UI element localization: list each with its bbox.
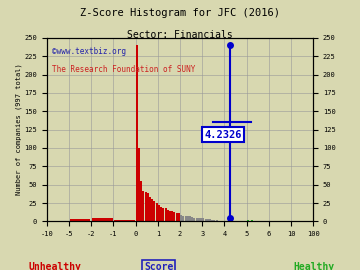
Bar: [147, 194, 149, 221]
Bar: [174, 212, 175, 221]
Bar: [213, 220, 215, 221]
Bar: [136, 45, 138, 221]
Text: Score: Score: [144, 262, 174, 270]
Bar: [153, 201, 156, 221]
Bar: [251, 220, 253, 221]
Bar: [180, 215, 182, 221]
Bar: [169, 211, 171, 221]
Bar: [156, 203, 158, 221]
Bar: [216, 220, 218, 221]
Bar: [92, 218, 113, 221]
Bar: [204, 219, 207, 221]
Text: Unhealthy: Unhealthy: [28, 262, 81, 270]
Bar: [145, 192, 147, 221]
Bar: [167, 210, 169, 221]
Bar: [202, 218, 204, 221]
Bar: [165, 208, 167, 221]
Bar: [193, 218, 195, 221]
Bar: [185, 215, 186, 221]
Bar: [198, 218, 200, 221]
Y-axis label: Number of companies (997 total): Number of companies (997 total): [15, 64, 22, 195]
Text: ©www.textbiz.org: ©www.textbiz.org: [52, 47, 126, 56]
Text: Z-Score Histogram for JFC (2016): Z-Score Histogram for JFC (2016): [80, 8, 280, 18]
Bar: [176, 212, 178, 221]
Bar: [114, 220, 135, 221]
Bar: [160, 207, 162, 221]
Text: Sector: Financials: Sector: Financials: [127, 30, 233, 40]
Bar: [195, 218, 198, 221]
Text: 4.2326: 4.2326: [204, 130, 242, 140]
Bar: [140, 181, 142, 221]
Bar: [158, 205, 160, 221]
Bar: [178, 212, 180, 221]
Bar: [191, 217, 193, 221]
Bar: [207, 219, 209, 221]
Bar: [171, 211, 173, 221]
Bar: [187, 216, 189, 221]
Text: Healthy: Healthy: [293, 262, 334, 270]
Bar: [151, 199, 153, 221]
Bar: [200, 218, 202, 221]
Bar: [247, 220, 249, 221]
Text: The Research Foundation of SUNY: The Research Foundation of SUNY: [52, 65, 195, 74]
Bar: [70, 219, 90, 221]
Bar: [182, 215, 184, 221]
Bar: [211, 220, 213, 221]
Bar: [138, 148, 140, 221]
Bar: [149, 197, 151, 221]
Bar: [162, 208, 165, 221]
Bar: [209, 219, 211, 221]
Bar: [189, 216, 191, 221]
Bar: [142, 191, 144, 221]
